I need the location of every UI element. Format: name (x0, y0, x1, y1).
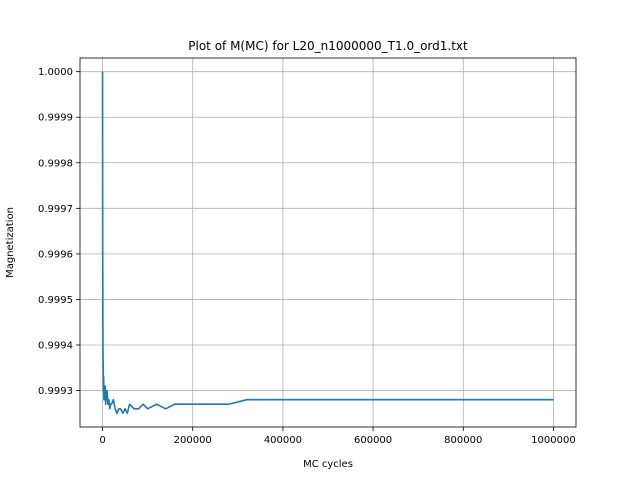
plot-area-frame (79, 57, 577, 428)
y-tick-label: 0.9995 (38, 295, 73, 306)
series-layer (101, 71, 554, 415)
y-axis-label: Magnetization (5, 207, 16, 278)
ticks-layer: 0 200000 400000 600000 800000 1000000 0.9993 0.… (38, 67, 576, 446)
x-tick-label: 600000 (354, 435, 392, 446)
magnetization-series-line (101, 71, 554, 415)
y-tick-label: 0.9997 (38, 204, 73, 215)
y-tick-label: 0.9999 (38, 113, 73, 124)
x-tick-label: 800000 (444, 435, 482, 446)
x-axis-label: MC cycles (303, 459, 353, 470)
y-tick-label: 0.9996 (38, 249, 73, 260)
grid-layer (80, 58, 576, 427)
y-tick-label: 0.9993 (38, 386, 73, 397)
x-tick-label: 1000000 (531, 435, 576, 446)
y-tick-label: 0.9994 (38, 341, 73, 352)
y-tick-label: 1.0000 (38, 67, 73, 78)
chart-title: Plot of M(MC) for L20_n1000000_T1.0_ord1… (188, 39, 468, 53)
x-tick-label: 0 (99, 435, 105, 446)
y-tick-label: 0.9998 (38, 158, 73, 169)
x-tick-label: 200000 (174, 435, 212, 446)
x-tick-label: 400000 (264, 435, 302, 446)
